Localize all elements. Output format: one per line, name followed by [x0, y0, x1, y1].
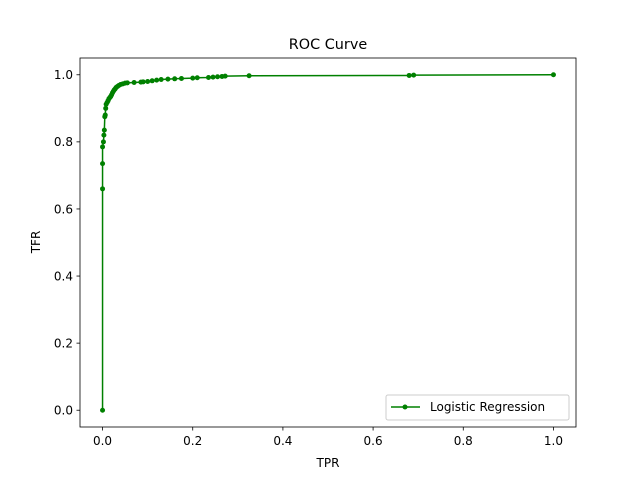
data-point [140, 79, 146, 85]
y-tick-label: 0.6 [54, 202, 73, 216]
data-point [246, 73, 252, 79]
data-point [100, 407, 106, 413]
data-point [101, 127, 107, 133]
data-point [101, 132, 107, 138]
data-point [158, 76, 164, 82]
series-layer [100, 72, 556, 413]
y-tick-label: 0.0 [54, 404, 73, 418]
data-point [215, 74, 221, 80]
plot-area [79, 57, 577, 428]
data-point [165, 76, 171, 82]
y-tick-label: 0.4 [54, 269, 73, 283]
x-tick-label: 0.2 [183, 434, 202, 448]
x-tick-label: 0.0 [93, 434, 112, 448]
x-axis-ticks: 0.0 0.2 0.4 0.6 0.8 1.0 [93, 427, 563, 448]
y-tick-label: 0.2 [54, 336, 73, 350]
y-axis-ticks: 0.0 0.2 0.4 0.6 0.8 1.0 [54, 68, 80, 418]
data-point [124, 80, 130, 86]
data-point [206, 74, 212, 80]
legend-marker [402, 404, 408, 410]
data-point [411, 72, 417, 78]
x-tick-label: 1.0 [544, 434, 563, 448]
data-point [222, 73, 228, 79]
x-tick-label: 0.6 [364, 434, 383, 448]
y-tick-label: 0.8 [54, 135, 73, 149]
chart-title: ROC Curve [289, 37, 368, 53]
data-point [210, 74, 216, 80]
data-point [172, 76, 178, 82]
data-point [145, 78, 151, 84]
data-point [149, 78, 155, 84]
y-axis-label: TFR [29, 231, 43, 255]
y-tick-label: 1.0 [54, 68, 73, 82]
data-point [178, 75, 184, 81]
legend: Logistic Regression [385, 394, 570, 421]
data-point [100, 186, 106, 192]
data-point [550, 72, 556, 78]
data-point [100, 144, 106, 150]
data-point [102, 112, 108, 118]
data-point [103, 105, 109, 111]
data-point [194, 75, 200, 81]
x-tick-label: 0.8 [454, 434, 473, 448]
x-axis-label: TPR [316, 456, 340, 470]
axes-frame [79, 57, 577, 428]
data-point [131, 79, 137, 85]
data-point [190, 75, 196, 81]
data-point [406, 72, 412, 78]
legend-label: Logistic Regression [430, 400, 545, 414]
data-point [154, 77, 160, 83]
data-point [100, 139, 106, 145]
data-point [100, 161, 106, 167]
legend-box [385, 394, 570, 421]
x-tick-label: 0.4 [273, 434, 292, 448]
